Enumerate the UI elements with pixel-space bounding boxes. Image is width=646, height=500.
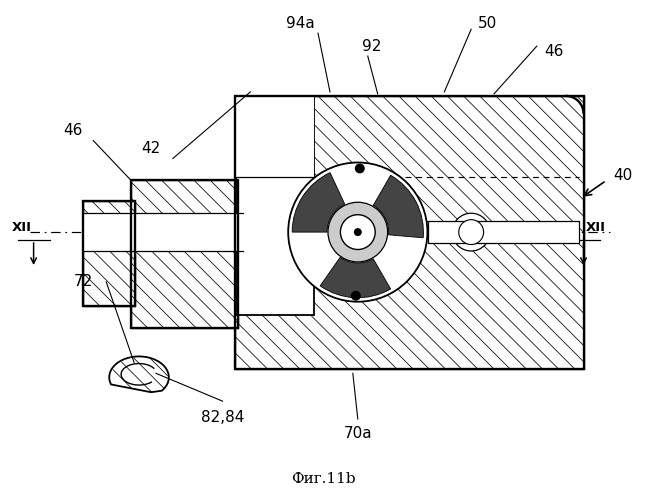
Bar (83, 202, 135, 306)
Polygon shape (109, 356, 169, 392)
Circle shape (452, 213, 490, 251)
Text: XII: XII (585, 221, 605, 234)
Wedge shape (292, 172, 345, 232)
Circle shape (340, 214, 375, 250)
Wedge shape (373, 176, 423, 238)
Text: 92: 92 (362, 38, 381, 54)
Text: 50: 50 (477, 16, 497, 31)
Text: 82,84: 82,84 (201, 410, 244, 424)
Text: 72: 72 (74, 274, 93, 289)
Text: 46: 46 (544, 44, 563, 59)
Bar (236, 96, 583, 369)
Wedge shape (320, 258, 391, 298)
Bar (83, 213, 244, 251)
Bar (131, 180, 238, 328)
Text: 70a: 70a (344, 426, 372, 442)
Bar (83, 202, 135, 306)
Bar (236, 96, 314, 314)
Circle shape (351, 291, 360, 300)
Circle shape (355, 164, 365, 173)
Text: 46: 46 (64, 123, 83, 138)
Text: 42: 42 (141, 141, 161, 156)
Text: XII: XII (12, 221, 32, 234)
Bar (131, 180, 238, 328)
Circle shape (354, 228, 362, 236)
Bar (428, 221, 579, 243)
Text: 94a: 94a (286, 16, 315, 31)
Circle shape (459, 220, 484, 244)
Circle shape (288, 162, 428, 302)
Text: 40: 40 (614, 168, 633, 183)
Bar (236, 96, 314, 178)
Bar (236, 96, 583, 369)
Text: Фиг.11b: Фиг.11b (291, 472, 355, 486)
Circle shape (328, 202, 388, 262)
